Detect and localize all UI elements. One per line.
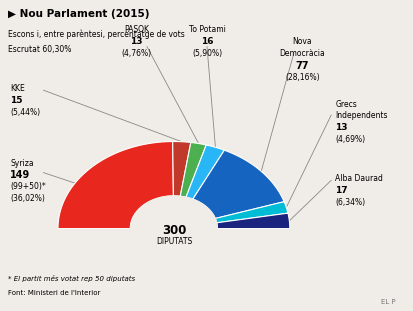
- Text: 77: 77: [295, 61, 308, 71]
- Polygon shape: [185, 145, 224, 199]
- Polygon shape: [215, 202, 287, 223]
- Text: 300: 300: [161, 224, 185, 237]
- Text: ▶ Nou Parlament (2015): ▶ Nou Parlament (2015): [8, 9, 150, 19]
- Text: Democràcia: Democràcia: [279, 49, 324, 58]
- Text: (28,16%): (28,16%): [284, 73, 319, 82]
- Text: Independents: Independents: [335, 111, 387, 120]
- Text: 149: 149: [10, 170, 31, 180]
- Polygon shape: [192, 150, 283, 219]
- Text: Font: Ministeri de l'Interior: Font: Ministeri de l'Interior: [8, 290, 100, 296]
- Text: 17: 17: [335, 186, 347, 195]
- Text: (36,02%): (36,02%): [10, 194, 45, 203]
- Polygon shape: [172, 142, 190, 196]
- Polygon shape: [58, 142, 173, 229]
- Text: 13: 13: [335, 123, 347, 132]
- Text: 15: 15: [10, 96, 23, 105]
- Polygon shape: [180, 142, 206, 197]
- Text: To Potami: To Potami: [188, 25, 225, 34]
- Text: Nova: Nova: [292, 37, 311, 46]
- Text: EL P: EL P: [380, 299, 394, 305]
- Text: (4,76%): (4,76%): [121, 49, 151, 58]
- Text: Syriza: Syriza: [10, 159, 34, 168]
- Polygon shape: [130, 196, 217, 229]
- Text: Grecs: Grecs: [335, 100, 356, 109]
- Text: (4,69%): (4,69%): [335, 135, 365, 144]
- Polygon shape: [216, 213, 289, 229]
- Text: Escons i, entre parèntesi, percentatge de vots: Escons i, entre parèntesi, percentatge d…: [8, 30, 185, 39]
- Text: (99+50)*: (99+50)*: [10, 182, 46, 191]
- Text: 13: 13: [130, 37, 142, 46]
- Polygon shape: [58, 229, 289, 232]
- Text: KKE: KKE: [10, 84, 25, 93]
- Text: DIPUTATS: DIPUTATS: [155, 237, 192, 245]
- Text: (5,44%): (5,44%): [10, 108, 40, 117]
- Text: PASOK: PASOK: [124, 25, 149, 34]
- Text: * El partit més votat rep 50 diputats: * El partit més votat rep 50 diputats: [8, 275, 135, 282]
- Text: Alba Daurad: Alba Daurad: [335, 174, 382, 183]
- Text: Escrutat 60,30%: Escrutat 60,30%: [8, 45, 71, 54]
- Text: 16: 16: [200, 37, 213, 46]
- Text: (6,34%): (6,34%): [335, 198, 365, 207]
- Text: (5,90%): (5,90%): [192, 49, 221, 58]
